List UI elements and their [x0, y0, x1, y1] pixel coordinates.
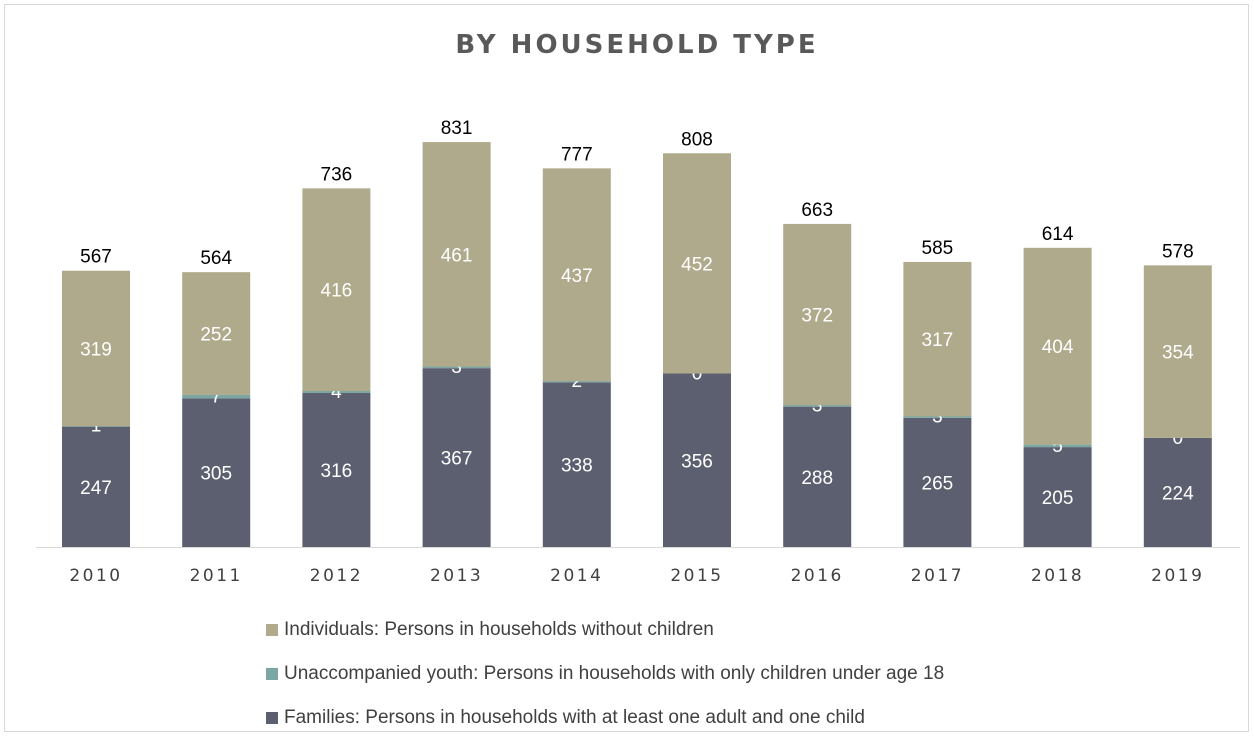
data-label: 356: [681, 451, 713, 472]
data-label: 416: [321, 281, 353, 302]
bar-segment: [542, 168, 611, 382]
data-label: 7: [211, 387, 222, 408]
data-label: 5: [1052, 436, 1063, 457]
bar-segment: [302, 188, 371, 392]
legend-label: Families: Persons in households with at …: [284, 707, 865, 728]
x-tick-label: 2010: [69, 566, 122, 586]
data-label: 252: [200, 325, 232, 346]
bar-segment: [903, 415, 972, 418]
bar-segment: [903, 261, 972, 417]
data-label: 404: [1042, 337, 1074, 358]
data-label: 265: [922, 473, 954, 494]
bar-segment: [182, 272, 251, 395]
bar-segment: [783, 223, 852, 406]
total-label: 736: [321, 164, 353, 185]
data-label: 372: [801, 306, 833, 327]
chart-title: BY HOUSEHOLD TYPE: [455, 30, 819, 60]
total-label: 585: [922, 238, 954, 259]
legend-label: Individuals: Persons in households witho…: [284, 619, 714, 640]
data-label: 317: [922, 330, 954, 351]
x-tick-label: 2019: [1151, 566, 1204, 586]
total-label: 808: [681, 129, 713, 150]
x-tick-label: 2018: [1031, 566, 1084, 586]
data-label: 205: [1042, 488, 1074, 509]
bar-segment: [663, 153, 731, 374]
data-label: 0: [1173, 428, 1184, 449]
x-tick-label: 2011: [190, 566, 243, 586]
data-label: 247: [80, 478, 112, 499]
total-label: 614: [1042, 224, 1074, 245]
data-label: 0: [692, 364, 703, 385]
data-label: 367: [441, 449, 473, 470]
bar-segment: [1023, 247, 1092, 445]
bar-segment: [62, 270, 130, 427]
legend-swatch: [266, 668, 278, 680]
data-label: 224: [1162, 483, 1194, 504]
chart-legend: Individuals: Persons in households witho…: [266, 608, 944, 740]
total-label: 777: [561, 144, 593, 165]
data-label: 452: [681, 254, 713, 275]
x-tick-label: 2017: [911, 566, 964, 586]
x-tick-label: 2015: [670, 566, 723, 586]
x-tick-label: 2016: [791, 566, 844, 586]
bar-segment: [422, 142, 491, 367]
x-tick-label: 2014: [550, 566, 603, 586]
legend-item: Unaccompanied youth: Persons in househol…: [266, 652, 944, 696]
total-label: 578: [1162, 241, 1194, 262]
data-label: 288: [801, 468, 833, 489]
bar-segment: [302, 393, 371, 547]
data-label: 2: [572, 371, 583, 392]
data-label: 354: [1162, 343, 1194, 364]
x-tick-label: 2012: [310, 566, 363, 586]
bar-segment: [182, 394, 251, 399]
data-label: 437: [561, 266, 593, 287]
data-label: 338: [561, 456, 593, 477]
total-label: 831: [441, 118, 473, 139]
total-label: 663: [801, 200, 833, 221]
bar-segment: [663, 373, 731, 547]
bar-segment: [182, 398, 251, 547]
bar-segment: [422, 368, 491, 547]
bar-segment: [62, 426, 130, 547]
data-label: 4: [331, 382, 342, 403]
bar-segment: [1023, 447, 1092, 547]
legend-item: Individuals: Persons in households witho…: [266, 608, 944, 652]
bar-segment: [783, 406, 852, 547]
bar-segment: [903, 417, 972, 547]
legend-label: Unaccompanied youth: Persons in househol…: [284, 663, 945, 684]
total-label: 564: [200, 248, 232, 269]
data-label: 305: [200, 464, 232, 485]
data-label: 461: [441, 245, 473, 266]
data-label: 3: [812, 395, 823, 416]
bar-segment: [422, 365, 491, 369]
bar-segment: [542, 382, 611, 547]
data-label: 316: [321, 461, 353, 482]
x-tick-label: 2013: [430, 566, 483, 586]
legend-swatch: [266, 712, 278, 724]
bar-segment: [1143, 265, 1212, 438]
data-label: 3: [451, 357, 462, 378]
data-label: 319: [80, 339, 112, 360]
legend-item: Families: Persons in households with at …: [266, 696, 944, 740]
total-label: 567: [80, 247, 112, 268]
bar-segment: [1143, 437, 1212, 547]
bar-segment: [302, 390, 371, 394]
legend-swatch: [266, 624, 278, 636]
bar-segment: [783, 404, 852, 407]
data-label: 3: [932, 407, 943, 428]
bar-segment: [1023, 444, 1092, 448]
